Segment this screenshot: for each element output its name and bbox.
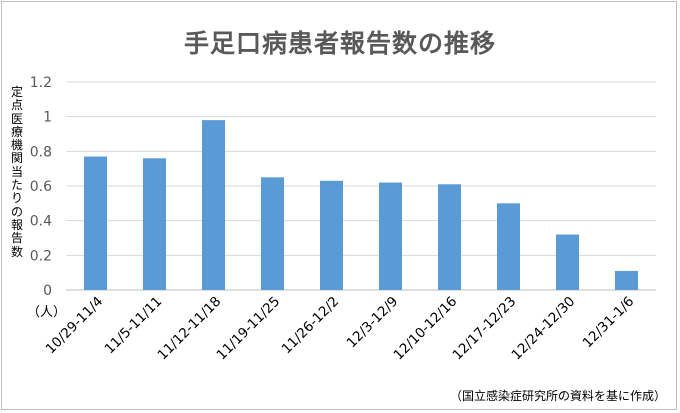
bar <box>556 234 579 290</box>
bar <box>615 270 638 290</box>
y-tick-label: 0.2 <box>30 248 52 264</box>
x-tick-label: 11/19-11/25 <box>214 294 284 364</box>
bar <box>143 158 166 290</box>
bar <box>379 182 402 290</box>
bar <box>84 156 107 290</box>
x-tick-label: 11/5-11/11 <box>102 294 166 358</box>
y-axis-label: 定点医療機関当たりの報告数 <box>10 85 23 259</box>
x-tick-label: 12/24-12/30 <box>509 294 579 364</box>
x-tick-label: 11/26-12/2 <box>279 294 343 358</box>
y-tick-label: 0 <box>43 283 52 299</box>
source-note: （国立感染症研究所の資料を基に作成） <box>449 389 666 403</box>
y-tick-label: 1.2 <box>30 75 52 91</box>
bar <box>438 184 461 290</box>
bar <box>320 180 343 290</box>
x-tick-label: 12/31-1/6 <box>580 294 638 352</box>
y-axis-unit: （人） <box>27 305 67 320</box>
y-tick-label: 0.4 <box>30 214 52 230</box>
x-tick-label: 12/3-12/9 <box>344 294 402 352</box>
y-tick-label: 1 <box>43 110 52 126</box>
y-tick-label: 0.8 <box>30 144 52 160</box>
x-tick-label: 10/29-11/4 <box>43 294 107 358</box>
bar <box>261 177 284 290</box>
chart-title: 手足口病患者報告数の推移 <box>183 29 496 58</box>
bar <box>202 120 225 290</box>
bar <box>497 203 520 290</box>
y-tick-label: 0.6 <box>30 179 52 195</box>
